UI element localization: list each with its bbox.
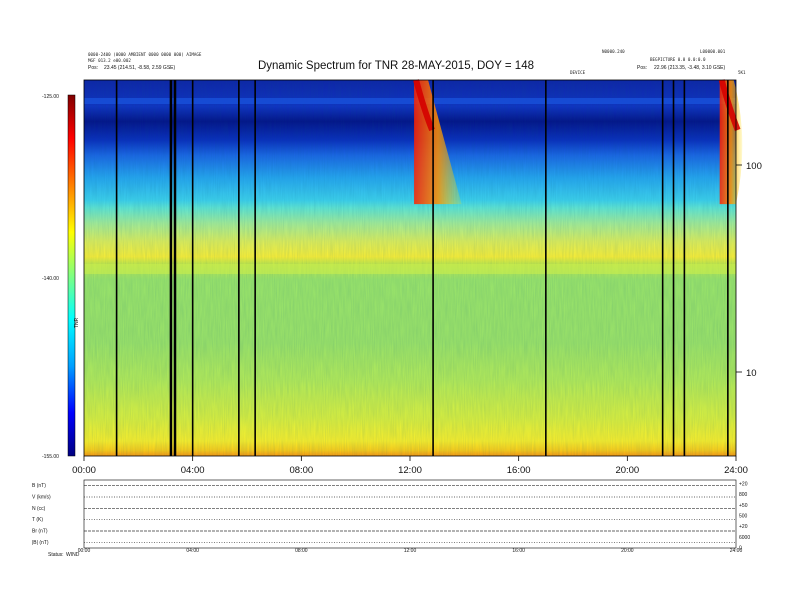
data-gap-line	[173, 80, 177, 456]
data-gap-line	[115, 80, 118, 456]
colorbar-tick-top: -125.00	[42, 94, 59, 100]
lower-x-tick-label: 24:00	[730, 548, 743, 554]
radio-burst	[719, 80, 743, 205]
spectrogram-band-top	[84, 98, 736, 104]
burst-layer	[413, 79, 743, 205]
colorbar-label: TNR	[74, 317, 80, 328]
header-center-small: DEVICE	[570, 70, 586, 75]
lower-x-tick-label: 08:00	[295, 548, 308, 554]
header-left-line3: 23.45 (214.51, -8.58, 2.59 GSE)	[104, 65, 175, 71]
header-right-line2: L00000.001	[700, 49, 726, 54]
header-right-line3: BEGPICTURE 0.0 0.0:0.0	[650, 57, 706, 62]
lower-row-label: N (cc)	[32, 506, 46, 512]
lower-panel-rows: B (nT) V (km/s) N (cc) T (K) Br (nT) |B| (nT)…	[32, 482, 750, 552]
lower-right-label: +20	[739, 482, 748, 488]
data-gap-line	[683, 80, 686, 456]
lower-right-label: 0	[739, 546, 742, 552]
x-tick-label: 08:00	[289, 465, 313, 476]
spectrogram-band-mid	[84, 264, 736, 274]
lower-x-tick-label: 00:00	[78, 548, 91, 554]
radio-burst-core	[413, 79, 435, 132]
lower-right-label: 6000	[739, 535, 750, 541]
footer-value: WIND	[66, 552, 80, 558]
lower-row-label: Br (nT)	[32, 529, 48, 535]
header-right-line4: 22.96 (213.35, -3.48, 3.10 GSE)	[654, 65, 725, 71]
x-tick-label: 20:00	[615, 465, 639, 476]
lower-x-tick-label: 16:00	[512, 548, 525, 554]
lower-x-tick-label: 12:00	[404, 548, 417, 554]
header-left-line2: MGF 013.2 e00.002	[88, 58, 131, 63]
data-gap-line	[545, 80, 547, 456]
right-axis: 100 10	[736, 161, 762, 379]
x-tick-label: 16:00	[507, 465, 531, 476]
data-gap-line	[191, 80, 194, 456]
lower-panel: B (nT) V (km/s) N (cc) T (K) Br (nT) |B| (nT)…	[32, 479, 750, 558]
lower-row-label: T (K)	[32, 517, 43, 523]
colorbar	[67, 94, 76, 457]
data-gap-line	[661, 80, 664, 456]
lower-right-label: 500	[739, 514, 748, 520]
lower-right-label: 800	[739, 492, 748, 498]
lower-panel-frame	[83, 479, 737, 549]
lower-panel-x-axis: 00:00 04:00 08:00 12:00 16:00 20:00 24:00	[78, 548, 743, 554]
lower-x-tick-label: 20:00	[621, 548, 634, 554]
data-gap-layer	[115, 80, 729, 456]
header-right-pos-label: Pos:	[637, 65, 647, 71]
data-gap-line	[254, 80, 256, 456]
data-gap-line	[727, 80, 729, 456]
lower-row-label: B (nT)	[32, 483, 46, 489]
right-axis-tick-100: 100	[746, 161, 762, 172]
lower-row-label: |B| (nT)	[32, 540, 49, 546]
data-gap-line	[169, 80, 173, 456]
x-tick-label: 24:00	[724, 465, 748, 476]
right-axis-tick-10: 10	[746, 368, 757, 379]
header-left-line1: 0000-2400 (0000 AMBIENT 0000 0000 000) A…	[88, 52, 202, 57]
x-tick-label: 12:00	[398, 465, 422, 476]
footer-label: Status:	[48, 552, 64, 558]
spectrogram	[84, 79, 743, 456]
header-left-pos-label: Pos:	[88, 65, 98, 71]
lower-right-label: +50	[739, 503, 748, 509]
x-axis: 00:00 04:00 08:00 12:00 16:00 20:00 24:00	[72, 456, 748, 476]
data-gap-line	[238, 80, 240, 456]
colorbar-tick-bottom: -155.00	[42, 454, 59, 460]
x-tick-label: 04:00	[181, 465, 205, 476]
chart-title: Dynamic Spectrum for TNR 28-MAY-2015, DO…	[258, 60, 534, 72]
x-tick-label: 00:00	[72, 465, 96, 476]
lower-x-tick-label: 04:00	[186, 548, 199, 554]
lower-right-label: +20	[739, 524, 748, 530]
header-corner-small: 5K1	[738, 70, 746, 75]
data-gap-line	[432, 80, 434, 456]
header-right-line1: N0000.240	[602, 49, 625, 54]
colorbar-tick-mid: -140.00	[42, 276, 59, 282]
lower-row-label: V (km/s)	[32, 495, 51, 501]
data-gap-line	[672, 80, 675, 456]
